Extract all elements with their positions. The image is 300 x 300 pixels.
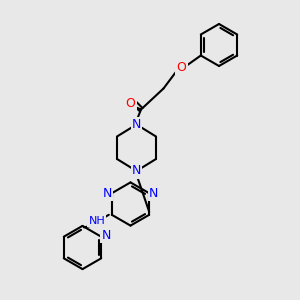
Text: O: O xyxy=(126,97,135,110)
Text: N: N xyxy=(149,187,158,200)
Text: N: N xyxy=(132,118,141,131)
Text: N: N xyxy=(102,229,111,242)
Text: N: N xyxy=(103,187,112,200)
Text: NH: NH xyxy=(88,216,105,226)
Text: O: O xyxy=(177,61,186,74)
Text: N: N xyxy=(132,164,141,178)
